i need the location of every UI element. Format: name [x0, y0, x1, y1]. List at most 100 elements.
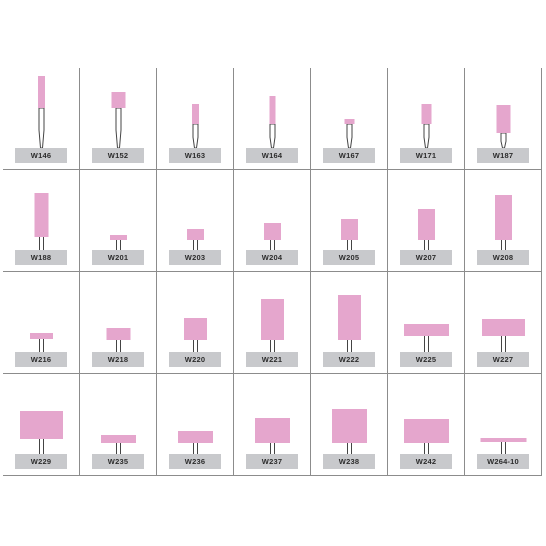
product-code-label: W207 [400, 250, 452, 265]
shank [347, 340, 352, 352]
abrasive-stone [20, 411, 63, 439]
cylinder-point-icon [20, 411, 63, 454]
cylinder-point-icon [184, 318, 207, 352]
product-cell: W204 [234, 170, 311, 272]
product-code-label: W222 [323, 352, 375, 367]
abrasive-stone [111, 92, 126, 108]
shank [501, 336, 506, 352]
abrasive-stone [344, 119, 355, 124]
product-cell: W237 [234, 374, 311, 476]
abrasive-stone [338, 295, 361, 340]
product-code-label: W221 [246, 352, 298, 367]
product-code-label: W204 [246, 250, 298, 265]
cylinder-point-icon [404, 419, 449, 454]
shank [347, 443, 352, 454]
cylinder-point-icon [404, 324, 449, 352]
product-cell: W218 [80, 272, 157, 374]
cylinder-point-icon [264, 223, 281, 250]
cylinder-point-icon [187, 229, 204, 250]
shank [39, 439, 44, 454]
abrasive-stone [34, 193, 49, 237]
product-code-label: W264-10 [477, 454, 529, 469]
product-code-label: W238 [323, 454, 375, 469]
shank [500, 132, 507, 149]
product-cell: W238 [311, 374, 388, 476]
shank [424, 443, 429, 454]
shank [501, 442, 506, 454]
cylinder-point-icon [338, 295, 361, 352]
product-cell: W152 [80, 68, 157, 170]
shank [423, 123, 430, 149]
product-cell: W225 [388, 272, 465, 374]
product-code-label: W229 [15, 454, 67, 469]
shank [193, 340, 198, 352]
abrasive-stone [332, 409, 367, 443]
product-cell: W203 [157, 170, 234, 272]
abrasive-stone [404, 324, 449, 336]
product-cell: W188 [3, 170, 80, 272]
product-code-label: W242 [400, 454, 452, 469]
abrasive-stone [187, 229, 204, 240]
product-code-label: W203 [169, 250, 221, 265]
cylinder-point-icon [101, 435, 136, 454]
product-cell: W220 [157, 272, 234, 374]
cylinder-point-icon [480, 438, 527, 454]
cylinder-point-icon [178, 431, 213, 454]
product-cell: W221 [234, 272, 311, 374]
product-code-label: W164 [246, 148, 298, 163]
abrasive-stone [495, 195, 512, 240]
product-cell: W205 [311, 170, 388, 272]
product-code-label: W205 [323, 250, 375, 265]
product-code-label: W237 [246, 454, 298, 469]
product-cell: W164 [234, 68, 311, 170]
product-code-label: W218 [92, 352, 144, 367]
product-code-label: W208 [477, 250, 529, 265]
product-cell: W216 [3, 272, 80, 374]
product-code-label: W146 [15, 148, 67, 163]
abrasive-stone [496, 105, 511, 133]
abrasive-stone [341, 219, 358, 240]
abrasive-stone [38, 76, 45, 108]
product-code-label: W227 [477, 352, 529, 367]
product-cell: W227 [465, 272, 542, 374]
shank [116, 443, 121, 454]
abrasive-stone [482, 319, 525, 336]
shank [193, 240, 198, 250]
cylinder-point-icon [34, 193, 49, 250]
product-grid: W146 W152 W163 W164 W167 W171 W187 W188 W201 W203… [3, 68, 542, 476]
product-cell: W146 [3, 68, 80, 170]
abrasive-stone [106, 328, 131, 340]
product-cell: W167 [311, 68, 388, 170]
cylinder-point-icon [110, 235, 127, 250]
abrasive-stone [269, 96, 276, 124]
shank [115, 107, 122, 149]
shank [39, 237, 44, 250]
shank [38, 107, 45, 149]
shank [193, 443, 198, 454]
product-code-label: W235 [92, 454, 144, 469]
product-code-label: W163 [169, 148, 221, 163]
abrasive-stone [178, 431, 213, 443]
product-code-label: W201 [92, 250, 144, 265]
shank [270, 240, 275, 250]
shank [424, 240, 429, 250]
abrasive-stone [421, 104, 432, 124]
product-code-label: W171 [400, 148, 452, 163]
product-code-label: W152 [92, 148, 144, 163]
product-cell: W229 [3, 374, 80, 476]
product-cell: W242 [388, 374, 465, 476]
product-code-label: W188 [15, 250, 67, 265]
shank [39, 339, 44, 352]
product-code-label: W225 [400, 352, 452, 367]
cylinder-point-icon [418, 209, 435, 250]
product-cell: W235 [80, 374, 157, 476]
cylinder-point-icon [30, 333, 53, 352]
product-cell: W171 [388, 68, 465, 170]
shank [501, 240, 506, 250]
product-cell: W264-10 [465, 374, 542, 476]
cylinder-point-icon [341, 219, 358, 250]
shank [116, 240, 121, 250]
abrasive-stone [480, 438, 527, 442]
abrasive-stone [255, 418, 290, 443]
shank [346, 123, 353, 149]
